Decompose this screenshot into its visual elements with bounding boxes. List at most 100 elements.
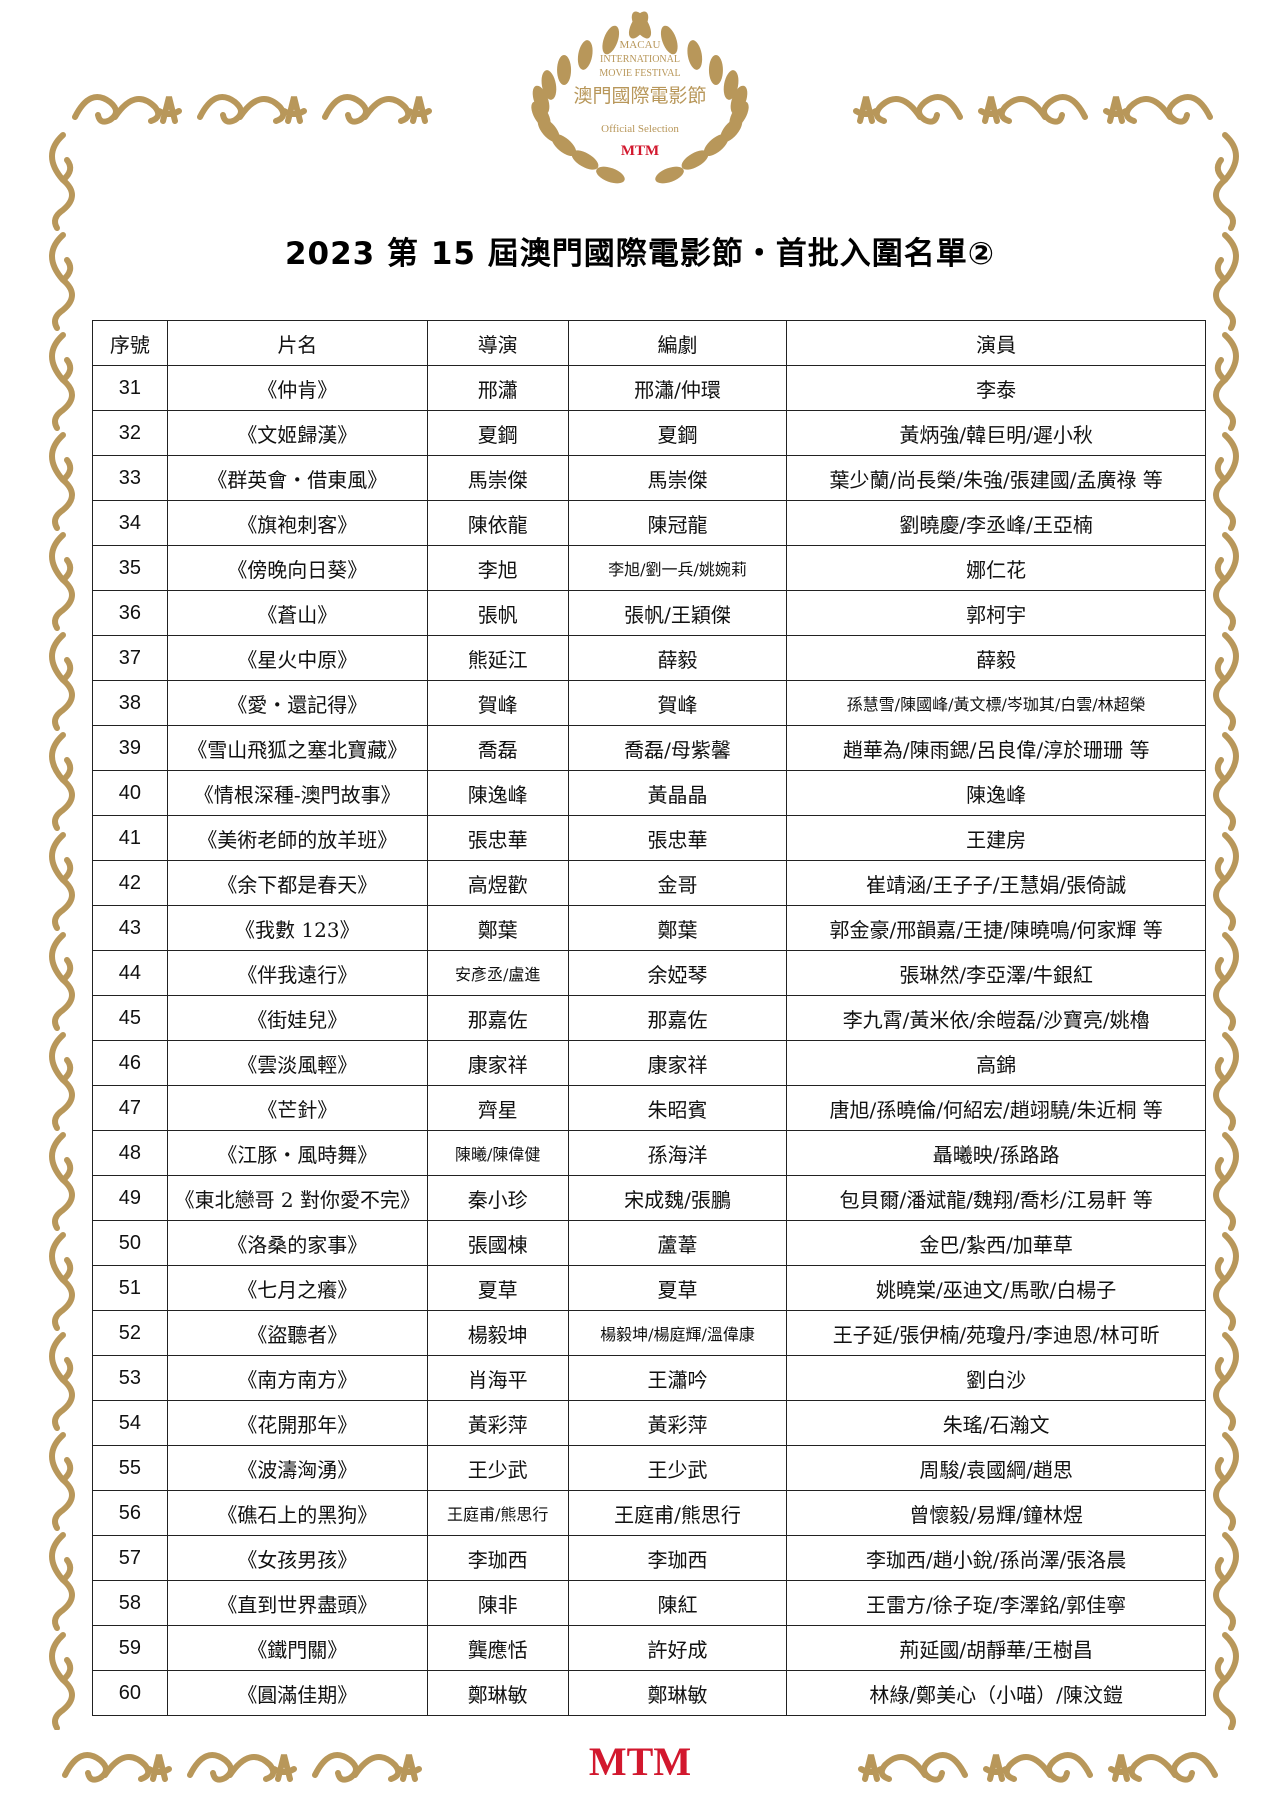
cell-number: 34 xyxy=(92,500,168,546)
cell-number: 52 xyxy=(92,1310,168,1356)
table-row: 31 《仲肯》 邢瀟 邢瀟/仲環 李泰 xyxy=(92,365,1206,411)
cell-director: 黃彩萍 xyxy=(426,1400,569,1446)
header-director: 導演 xyxy=(426,320,569,366)
cell-title: 《南方南方》 xyxy=(166,1355,428,1401)
cell-number: 59 xyxy=(92,1625,168,1671)
laurel-leaf xyxy=(531,101,551,129)
cell-screenwriter: 金哥 xyxy=(567,860,788,906)
scroll-ornament xyxy=(49,1532,75,1631)
cell-cast: 郭柯宇 xyxy=(786,590,1206,636)
table-row: 56 《礁石上的黑狗》 王庭甫/熊思行 王庭甫/熊思行 曾懷毅/易輝/鐘林煜 xyxy=(92,1490,1206,1536)
table-row: 44 《伴我遠行》 安彥丞/盧進 余婭琴 張琳然/李亞澤/牛銀紅 xyxy=(92,950,1206,996)
cell-title: 《旗袍刺客》 xyxy=(166,500,428,546)
table-row: 39 《雪山飛狐之塞北寶藏》 喬磊 喬磊/母紫馨 趙華為/陳雨鍶/呂良偉/淳於珊珊 等 xyxy=(92,725,1206,771)
cell-cast: 趙華為/陳雨鍶/呂良偉/淳於珊珊 等 xyxy=(786,725,1206,771)
table-row: 41 《美術老師的放羊班》 張忠華 張忠華 王建房 xyxy=(92,815,1206,861)
cell-screenwriter: 賀峰 xyxy=(567,680,788,726)
svg-text:INTERNATIONAL: INTERNATIONAL xyxy=(600,54,680,65)
table-row: 53 《南方南方》 肖海平 王瀟吟 劉白沙 xyxy=(92,1355,1206,1401)
cell-cast: 郭金豪/邢韻嘉/王捷/陳曉鳴/何家輝 等 xyxy=(786,905,1206,951)
ornament-right-border xyxy=(1213,132,1239,1730)
cell-title: 《余下都是春天》 xyxy=(166,860,428,906)
ornament-bottom-left xyxy=(62,1752,422,1783)
scroll-ornament xyxy=(49,332,75,431)
page-title: 2023 第 15 屆澳門國際電影節・首批入圍名單② xyxy=(284,236,996,272)
scroll-ornament xyxy=(1213,1032,1239,1131)
cell-number: 50 xyxy=(92,1220,168,1266)
laurel-leaf xyxy=(541,70,557,100)
cell-number: 39 xyxy=(92,725,168,771)
cell-screenwriter: 陳冠龍 xyxy=(567,500,788,546)
festival-laurel-logo: MACAU INTERNATIONAL MOVIE FESTIVAL 澳門國際電… xyxy=(531,11,749,184)
cell-cast: 劉曉慶/李丞峰/王亞楠 xyxy=(786,500,1206,546)
cell-title: 《江豚・風時舞》 xyxy=(166,1130,428,1176)
cell-director: 安彥丞/盧進 xyxy=(426,950,569,996)
cell-number: 54 xyxy=(92,1400,168,1446)
cell-director: 夏鋼 xyxy=(426,410,569,456)
scroll-ornament xyxy=(978,94,1088,125)
scroll-ornament xyxy=(49,232,75,331)
cell-title: 《群英會・借東風》 xyxy=(166,455,428,501)
cell-cast: 金巴/紮西/加華草 xyxy=(786,1220,1206,1266)
laurel-leaf xyxy=(577,40,593,70)
scroll-ornament xyxy=(1213,532,1239,631)
cell-screenwriter: 張帆/王穎傑 xyxy=(567,590,788,636)
cell-screenwriter: 王瀟吟 xyxy=(567,1355,788,1401)
cell-title: 《圓滿佳期》 xyxy=(166,1670,428,1716)
table-row: 55 《波濤洶湧》 王少武 王少武 周駿/袁國綱/趙思 xyxy=(92,1445,1206,1491)
cell-title: 《愛・還記得》 xyxy=(166,680,428,726)
ornament-top-right xyxy=(853,94,1213,125)
cell-director: 張帆 xyxy=(426,590,569,636)
cell-screenwriter: 邢瀟/仲環 xyxy=(567,365,788,411)
cell-director: 夏草 xyxy=(426,1265,569,1311)
scroll-ornament xyxy=(187,1752,297,1783)
cell-screenwriter: 鄭琳敏 xyxy=(567,1670,788,1716)
cell-title: 《文姬歸漢》 xyxy=(166,410,428,456)
scroll-ornament xyxy=(49,1432,75,1531)
cell-title: 《街娃兒》 xyxy=(166,995,428,1041)
laurel-leaf xyxy=(723,70,739,100)
cell-cast: 崔靖涵/王子子/王慧娟/張倚誠 xyxy=(786,860,1206,906)
cell-screenwriter: 薛毅 xyxy=(567,635,788,681)
cell-screenwriter: 楊毅坤/楊庭輝/溫偉康 xyxy=(567,1310,788,1356)
cell-cast: 曾懷毅/易輝/鐘林煜 xyxy=(786,1490,1206,1536)
ornament-top-left xyxy=(72,94,432,125)
table-row: 35 《傍晚向日葵》 李旭 李旭/劉一兵/姚婉莉 娜仁花 xyxy=(92,545,1206,591)
laurel-leaf xyxy=(687,40,703,70)
cell-cast: 黃炳強/韓巨明/遲小秋 xyxy=(786,410,1206,456)
cell-director: 喬磊 xyxy=(426,725,569,771)
cell-screenwriter: 康家祥 xyxy=(567,1040,788,1086)
laurel-leaf xyxy=(708,55,723,85)
scroll-ornament xyxy=(197,94,307,125)
table-row: 54 《花開那年》 黃彩萍 黃彩萍 朱瑤/石瀚文 xyxy=(92,1400,1206,1446)
cell-cast: 王子延/張伊楠/苑瓊丹/李迪恩/林可昕 xyxy=(786,1310,1206,1356)
cell-number: 56 xyxy=(92,1490,168,1536)
cell-title: 《仲肯》 xyxy=(166,365,428,411)
cell-cast: 姚曉棠/巫迪文/馬歌/白楊子 xyxy=(786,1265,1206,1311)
cell-number: 41 xyxy=(92,815,168,861)
cell-director: 康家祥 xyxy=(426,1040,569,1086)
cell-director: 肖海平 xyxy=(426,1355,569,1401)
cell-cast: 陳逸峰 xyxy=(786,770,1206,816)
cell-screenwriter: 張忠華 xyxy=(567,815,788,861)
cell-director: 王少武 xyxy=(426,1445,569,1491)
scroll-ornament xyxy=(1213,132,1239,231)
table-row: 45 《街娃兒》 那嘉佐 那嘉佐 李九霄/黃米依/余皚磊/沙寶亮/姚櫓 xyxy=(92,995,1206,1041)
cell-screenwriter: 黃晶晶 xyxy=(567,770,788,816)
cell-cast: 劉白沙 xyxy=(786,1355,1206,1401)
cell-number: 44 xyxy=(92,950,168,996)
scroll-ornament xyxy=(62,1752,172,1783)
scroll-ornament xyxy=(49,1232,75,1331)
scroll-ornament xyxy=(1213,232,1239,331)
cell-title: 《我數 123》 xyxy=(166,905,428,951)
mtm-footer-logo: MTM xyxy=(588,1739,692,1784)
header-screenwriter: 編劇 xyxy=(567,320,788,366)
cell-director: 熊延江 xyxy=(426,635,569,681)
cell-number: 45 xyxy=(92,995,168,1041)
scroll-ornament xyxy=(312,1752,422,1783)
cell-cast: 包貝爾/潘斌龍/魏翔/喬杉/江易軒 等 xyxy=(786,1175,1206,1221)
scroll-ornament xyxy=(1213,632,1239,731)
cell-cast: 葉少蘭/尚長榮/朱強/張建國/孟廣祿 等 xyxy=(786,455,1206,501)
laurel-leaf xyxy=(655,166,684,184)
scroll-ornament xyxy=(49,1332,75,1431)
